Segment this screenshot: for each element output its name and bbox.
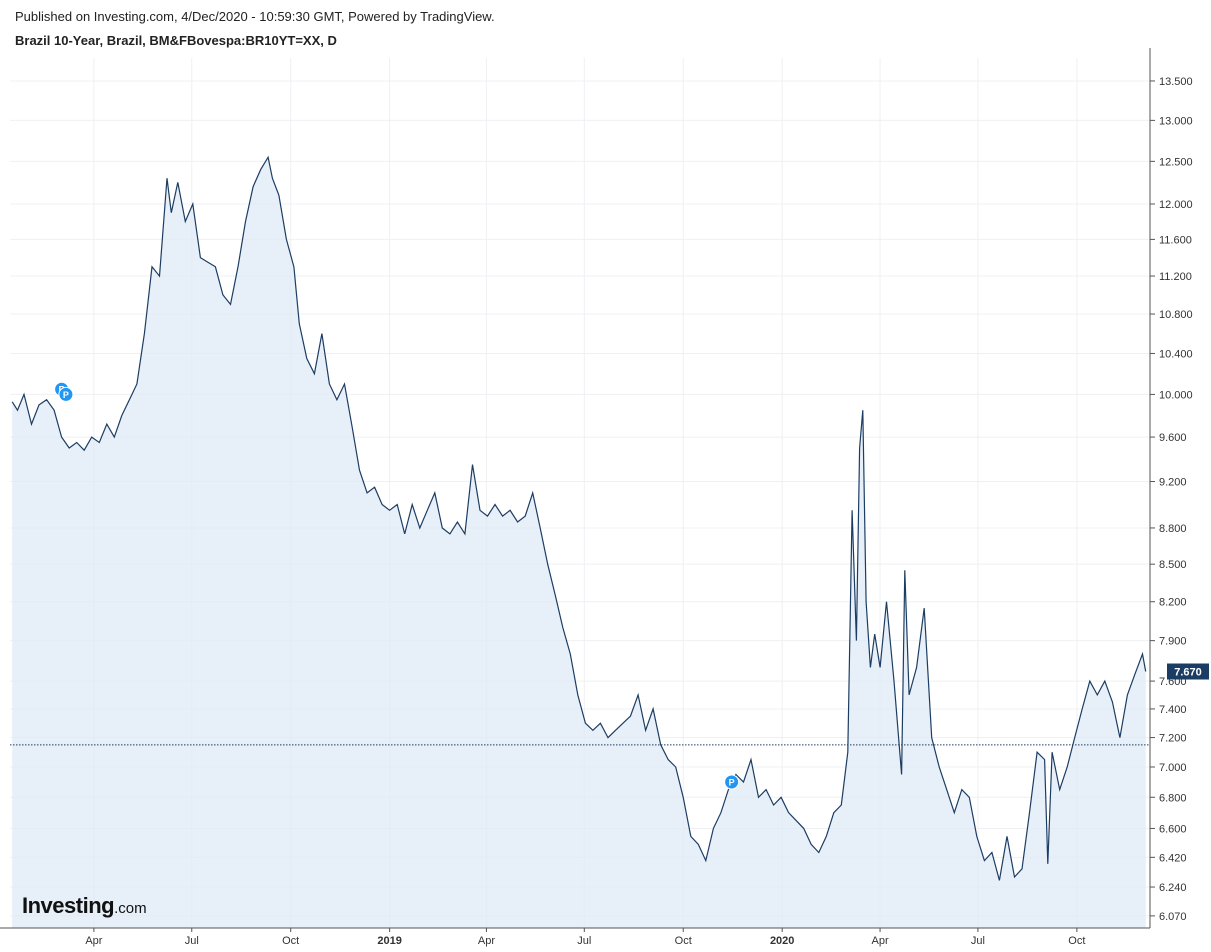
y-tick-label-5: 11.200 [1159,271,1192,283]
y-tick-label-21: 6.420 [1159,852,1187,864]
chart-symbol-title: Brazil 10-Year, Brazil, BM&FBovespa:BR10… [15,33,337,48]
y-tick-label-10: 9.200 [1159,477,1187,489]
y-tick-label-3: 12.000 [1159,199,1193,211]
y-tick-label-0: 13.500 [1159,76,1193,88]
x-tick-label-1: Jul [185,935,199,947]
y-tick-label-17: 7.200 [1159,733,1187,745]
last-price-label: 7.670 [1174,667,1202,679]
y-tick-label-23: 6.070 [1159,911,1187,923]
y-tick-label-20: 6.600 [1159,823,1187,835]
investing-logo: Investing.com [22,893,147,918]
x-tick-label-4: Apr [478,935,495,947]
y-tick-label-6: 10.800 [1159,309,1193,321]
y-tick-label-18: 7.000 [1159,762,1187,774]
chart-markers: PPP [54,381,740,790]
event-marker-2[interactable]: P [724,774,740,790]
price-line [11,155,1147,881]
svg-text:P: P [63,390,69,400]
x-tick-label-2: Oct [282,935,299,947]
y-tick-label-2: 12.500 [1159,156,1193,168]
y-tick-label-22: 6.240 [1159,882,1187,894]
y-tick-label-12: 8.500 [1159,559,1187,571]
y-tick-label-4: 11.600 [1159,234,1192,246]
last-price-box [1167,663,1209,680]
y-axis: 13.500 13.000 12.500 12.000 11.600 11.200 10.8… [1149,48,1193,928]
y-tick-label-16: 7.400 [1159,704,1187,716]
x-tick-label-7: 2020 [770,935,794,947]
x-tick-label-9: Jul [971,935,985,947]
x-tick-label-10: Oct [1068,935,1085,947]
y-tick-label-8: 10.000 [1159,389,1193,401]
y-tick-label-9: 9.600 [1159,432,1187,444]
svg-text:P: P [729,778,735,788]
event-marker-1[interactable]: P [58,386,74,402]
x-axis: Apr Jul Oct 2019 Apr Jul Oct 2020 Apr Jul Oct [0,927,1150,947]
y-tick-label-13: 8.200 [1159,597,1187,609]
x-tick-label-6: Oct [675,935,692,947]
x-tick-label-3: 2019 [377,935,401,947]
y-tick-label-19: 6.800 [1159,792,1187,804]
published-caption: Published on Investing.com, 4/Dec/2020 -… [15,9,495,24]
y-tick-label-14: 7.900 [1159,636,1187,648]
price-area-fill [12,157,1146,928]
y-tick-label-1: 13.000 [1159,115,1193,127]
x-tick-label-0: Apr [85,935,102,947]
y-tick-label-7: 10.400 [1159,348,1193,360]
x-tick-label-5: Jul [577,935,591,947]
y-tick-label-11: 8.800 [1159,523,1187,535]
x-tick-label-8: Apr [871,935,888,947]
last-price-badge: 7.670 [1167,663,1209,680]
